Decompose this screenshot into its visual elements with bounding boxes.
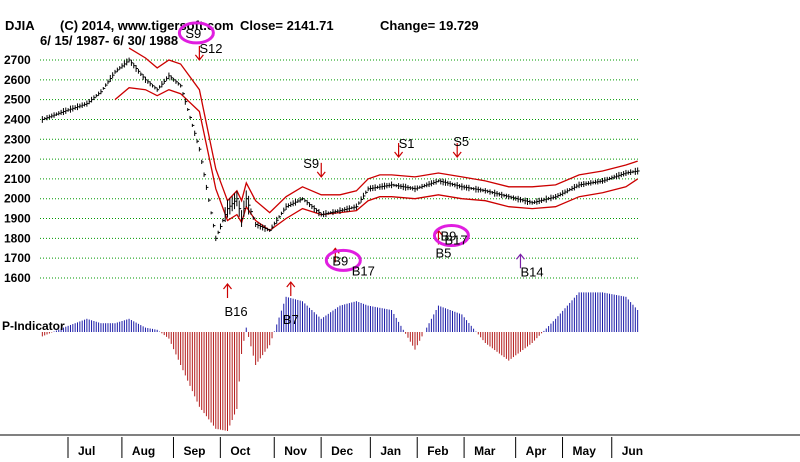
signal-highlight-circle <box>177 21 215 45</box>
signal-label: B9 <box>440 229 456 244</box>
signal-label: B5 <box>435 246 451 261</box>
signal-label: S12 <box>199 41 222 56</box>
y-tick-label: 1600 <box>4 271 31 285</box>
y-tick-label: 2300 <box>4 132 31 146</box>
month-label: May <box>573 444 597 458</box>
signal-arrow-head <box>223 283 232 290</box>
y-tick-label: 2000 <box>4 192 31 206</box>
month-label: Sep <box>183 444 205 458</box>
y-tick-label: 2500 <box>4 93 31 107</box>
signal-label: B17 <box>444 233 467 248</box>
signal-arrow-head <box>516 253 525 260</box>
month-label: Nov <box>284 444 307 458</box>
month-axis: Jul Aug Sep Oct Nov Dec Jan Feb Mar Apr May Jun <box>67 437 643 458</box>
y-tick-label: 2100 <box>4 172 31 186</box>
indicator-label: P-Indicator <box>2 319 65 333</box>
y-tick-label: 2600 <box>4 73 31 87</box>
y-tick-labels: 2700 2600 2500 2400 2300 2200 2100 2000 1900 1800… <box>4 53 31 285</box>
month-label: Jul <box>78 444 95 458</box>
month-label: Jun <box>622 444 643 458</box>
price-bar-layer <box>41 57 640 242</box>
y-tick-label: 1900 <box>4 212 31 226</box>
signal-arrow-head <box>452 151 462 158</box>
signal-label: B7 <box>283 312 299 327</box>
header-date-range: 6/ 15/ 1987- 6/ 30/ 1988 <box>40 33 178 48</box>
month-label: Dec <box>331 444 353 458</box>
signal-label: B14 <box>520 264 543 279</box>
month-label: Aug <box>132 444 155 458</box>
header-change: Change= 19.729 <box>380 18 479 33</box>
y-tick-label: 2700 <box>4 53 31 67</box>
month-label: Jan <box>380 444 401 458</box>
signal-label: B9 <box>332 253 348 268</box>
signal-label: B16 <box>225 304 248 319</box>
y-tick-label: 1800 <box>4 231 31 245</box>
y-tick-label: 2200 <box>4 152 31 166</box>
signal-label: S9 <box>185 26 201 41</box>
month-label: Apr <box>526 444 547 458</box>
signal-label: S5 <box>453 134 469 149</box>
signal-label: S1 <box>399 136 415 151</box>
header-copyright: (C) 2014, www.tigersoft.com <box>60 18 234 33</box>
signal-arrow-head <box>394 151 404 158</box>
indicator-layer <box>41 292 639 431</box>
signal-label: S9 <box>303 156 319 171</box>
upper-band-line <box>128 47 638 214</box>
header-symbol: DJIA <box>5 18 35 33</box>
signal-highlight-circle <box>432 224 470 248</box>
header-close: Close= 2141.71 <box>240 18 334 33</box>
signal-arrow-head <box>286 281 296 288</box>
signal-arrow-head <box>316 171 326 178</box>
y-tick-label: 2400 <box>4 112 31 126</box>
month-label: Oct <box>230 444 250 458</box>
month-label: Feb <box>427 444 448 458</box>
signal-label: B17 <box>352 263 375 278</box>
month-label: Mar <box>474 444 496 458</box>
grid-layer <box>40 59 640 279</box>
signal-highlight-circle <box>324 248 362 272</box>
y-tick-label: 1700 <box>4 251 31 265</box>
signal-arrow-head <box>194 54 204 61</box>
